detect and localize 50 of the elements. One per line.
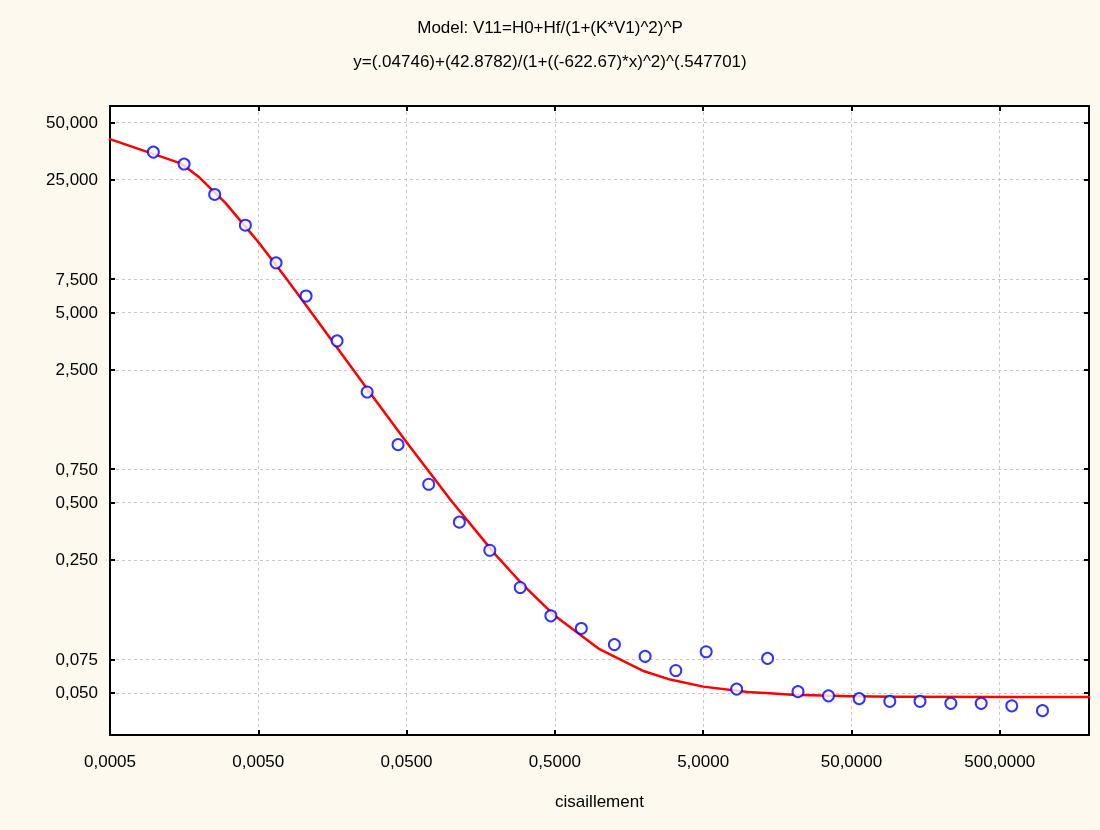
y-tick-label: 0,750 xyxy=(55,459,98,479)
point xyxy=(669,664,683,678)
chart-title: Model: V11=H0+Hf/(1+(K*V1)^2)^P xyxy=(417,18,683,37)
point xyxy=(699,645,713,659)
y-tick-label: 25,000 xyxy=(46,170,98,190)
y-tick-label: 0,050 xyxy=(55,683,98,703)
x-tick-label: 0,5000 xyxy=(528,752,581,771)
x-tick-label: 0,0005 xyxy=(84,752,136,771)
x-tick-label: 5,0000 xyxy=(677,752,730,771)
y-tick-label: 7,500 xyxy=(55,269,98,289)
point xyxy=(238,218,252,232)
x-tick-label: 0,0050 xyxy=(232,752,285,771)
point xyxy=(852,692,866,706)
y-tick-label: 0,500 xyxy=(55,493,98,513)
point xyxy=(944,696,958,710)
point xyxy=(299,289,313,303)
point xyxy=(452,515,466,529)
point xyxy=(208,187,222,201)
y-tick-label: 0,075 xyxy=(55,649,98,669)
y-tick-label: 5,000 xyxy=(55,303,98,323)
point xyxy=(483,543,497,557)
point xyxy=(360,385,374,399)
x-axis-title: cisaillement xyxy=(555,792,645,811)
point xyxy=(177,157,191,171)
point xyxy=(974,696,988,710)
point xyxy=(821,689,835,703)
point xyxy=(330,334,344,348)
point xyxy=(1035,704,1049,718)
x-tick-label: 50,0000 xyxy=(820,752,883,771)
point xyxy=(730,682,744,696)
point xyxy=(761,651,775,665)
point xyxy=(638,649,652,663)
point xyxy=(269,256,283,270)
point xyxy=(513,581,527,594)
point xyxy=(883,694,897,708)
point xyxy=(1005,699,1019,713)
x-tick-label: 0,0500 xyxy=(380,752,433,771)
y-tick-label: 0,250 xyxy=(55,550,98,570)
point xyxy=(146,145,160,159)
point xyxy=(391,438,405,452)
point xyxy=(574,621,588,635)
chart-subtitle: y=(.04746)+(42.8782)/(1+((-622.67)*x)^2)^(.547701) xyxy=(353,52,747,71)
y-tick-label: 2,500 xyxy=(55,360,98,380)
y-tick-label: 50,000 xyxy=(46,112,98,132)
point xyxy=(422,477,436,491)
point xyxy=(607,638,621,652)
x-tick-label: 500,0000 xyxy=(964,752,1036,771)
point xyxy=(913,694,927,708)
point xyxy=(791,685,805,699)
point xyxy=(544,609,558,623)
